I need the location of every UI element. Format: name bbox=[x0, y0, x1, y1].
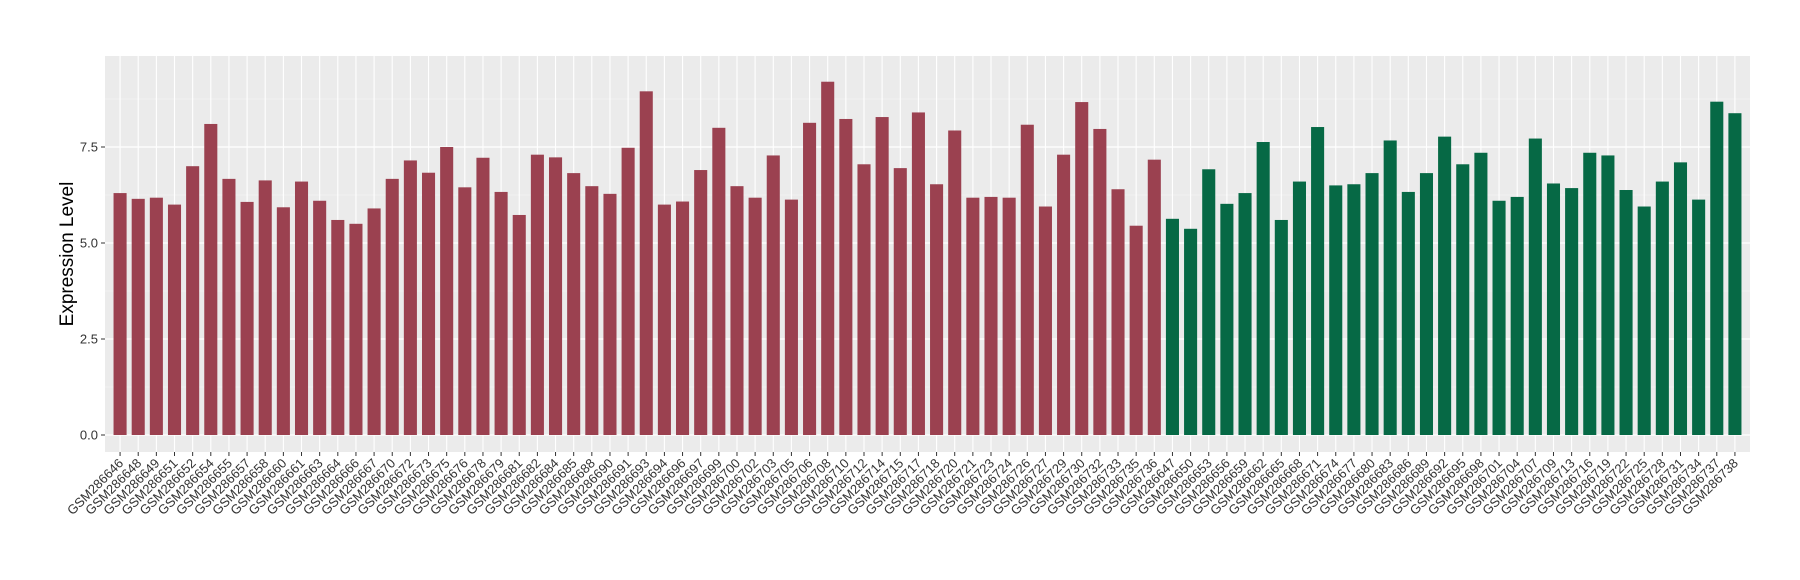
bar-GSM286673 bbox=[421, 172, 436, 435]
bar-GSM286714 bbox=[875, 117, 889, 435]
bar-GSM286649 bbox=[149, 197, 163, 435]
bar-GSM286664 bbox=[331, 219, 345, 435]
y-tick-label: 5.0 bbox=[80, 236, 98, 251]
bar-GSM286668 bbox=[1292, 181, 1306, 435]
bar-GSM286727 bbox=[1038, 206, 1052, 435]
bar-GSM286646 bbox=[113, 193, 127, 435]
bar-GSM286726 bbox=[1020, 124, 1034, 435]
bar-GSM286723 bbox=[984, 196, 998, 435]
bar-GSM286647 bbox=[1165, 218, 1179, 435]
bar-GSM286725 bbox=[1637, 206, 1651, 435]
bar-GSM286718 bbox=[930, 184, 944, 435]
bar-GSM286719 bbox=[1601, 155, 1615, 435]
bar-GSM286656 bbox=[1220, 203, 1234, 435]
bar-GSM286685 bbox=[567, 173, 581, 435]
bar-GSM286695 bbox=[1456, 164, 1470, 435]
bar-GSM286658 bbox=[258, 180, 272, 435]
bar-GSM286678 bbox=[476, 157, 490, 435]
bar-GSM286674 bbox=[1329, 185, 1343, 435]
bar-GSM286699 bbox=[712, 127, 726, 436]
bar-GSM286731 bbox=[1673, 162, 1688, 436]
bar-GSM286709 bbox=[1546, 183, 1561, 435]
bar-GSM286693 bbox=[639, 91, 653, 435]
bar-GSM286665 bbox=[1274, 219, 1288, 435]
bar-GSM286734 bbox=[1692, 199, 1706, 435]
y-tick-label: 0.0 bbox=[80, 428, 98, 443]
bar-GSM286670 bbox=[385, 178, 399, 435]
bar-GSM286692 bbox=[1438, 136, 1452, 435]
bar-GSM286704 bbox=[1510, 196, 1524, 435]
bar-GSM286705 bbox=[784, 199, 798, 435]
bar-GSM286653 bbox=[1202, 169, 1216, 435]
bar-GSM286672 bbox=[403, 160, 417, 435]
bar-GSM286721 bbox=[966, 197, 980, 435]
bar-GSM286728 bbox=[1655, 181, 1669, 435]
bar-GSM286735 bbox=[1129, 225, 1143, 435]
bar-GSM286703 bbox=[766, 155, 780, 435]
y-tick-label: 7.5 bbox=[80, 140, 98, 155]
bars bbox=[113, 81, 1742, 436]
bar-GSM286680 bbox=[1365, 173, 1379, 435]
bar-GSM286651 bbox=[167, 204, 182, 435]
bar-GSM286706 bbox=[803, 122, 817, 436]
bar-GSM286688 bbox=[585, 186, 599, 435]
y-axis: 0.0 2.5 5.0 7.5 bbox=[80, 140, 105, 443]
bar-GSM286682 bbox=[530, 154, 544, 435]
bar-GSM286737 bbox=[1710, 101, 1724, 436]
bar-GSM286733 bbox=[1111, 189, 1125, 435]
bar-GSM286648 bbox=[131, 198, 145, 435]
bar-GSM286713 bbox=[1565, 188, 1579, 435]
bar-GSM286694 bbox=[657, 204, 671, 435]
bar-GSM286661 bbox=[294, 181, 309, 435]
bar-GSM286729 bbox=[1057, 154, 1071, 435]
bar-GSM286724 bbox=[1002, 197, 1016, 435]
bar-GSM286710 bbox=[839, 118, 853, 435]
bar-GSM286738 bbox=[1728, 113, 1742, 435]
bar-GSM286654 bbox=[204, 123, 218, 436]
bar-GSM286712 bbox=[857, 164, 871, 435]
bar-GSM286708 bbox=[821, 81, 835, 435]
y-tick-label: 2.5 bbox=[80, 332, 98, 347]
bar-GSM286671 bbox=[1311, 127, 1325, 436]
bar-GSM286659 bbox=[1238, 193, 1252, 435]
bar-GSM286686 bbox=[1401, 191, 1415, 435]
bar-GSM286666 bbox=[349, 223, 363, 435]
bar-GSM286702 bbox=[748, 197, 762, 435]
bar-GSM286730 bbox=[1075, 102, 1089, 436]
bar-GSM286683 bbox=[1383, 140, 1397, 436]
bar-GSM286655 bbox=[222, 178, 236, 435]
bar-GSM286732 bbox=[1093, 128, 1107, 435]
bar-GSM286684 bbox=[549, 157, 563, 436]
bar-GSM286652 bbox=[186, 166, 200, 435]
bar-GSM286700 bbox=[730, 186, 744, 435]
bar-GSM286722 bbox=[1619, 190, 1633, 435]
bar-GSM286696 bbox=[676, 201, 690, 435]
bar-GSM286675 bbox=[440, 147, 454, 435]
bar-GSM286650 bbox=[1184, 228, 1198, 435]
bar-GSM286691 bbox=[621, 147, 635, 435]
bar-GSM286663 bbox=[313, 200, 327, 435]
bar-GSM286690 bbox=[603, 193, 617, 435]
bar-GSM286660 bbox=[276, 207, 290, 435]
bar-GSM286698 bbox=[1474, 152, 1488, 435]
bar-GSM286715 bbox=[893, 168, 907, 435]
bar-GSM286701 bbox=[1492, 200, 1506, 435]
bar-GSM286689 bbox=[1419, 173, 1434, 435]
x-axis: GSM286646GSM286648GSM286649GSM286651GSM2… bbox=[64, 452, 1741, 518]
bar-GSM286681 bbox=[512, 214, 526, 435]
bar-GSM286697 bbox=[694, 170, 708, 436]
bar-GSM286707 bbox=[1528, 138, 1542, 435]
bar-GSM286717 bbox=[911, 112, 925, 435]
bar-GSM286679 bbox=[494, 191, 508, 435]
bar-GSM286657 bbox=[240, 201, 254, 435]
bar-GSM286677 bbox=[1347, 184, 1361, 435]
bar-GSM286662 bbox=[1256, 142, 1270, 435]
bar-GSM286736 bbox=[1147, 159, 1161, 435]
bar-GSM286667 bbox=[367, 208, 381, 435]
bar-GSM286716 bbox=[1583, 152, 1597, 435]
y-axis-title: Expression Level bbox=[57, 182, 78, 327]
bar-GSM286720 bbox=[948, 130, 962, 435]
bar-GSM286676 bbox=[458, 187, 472, 435]
